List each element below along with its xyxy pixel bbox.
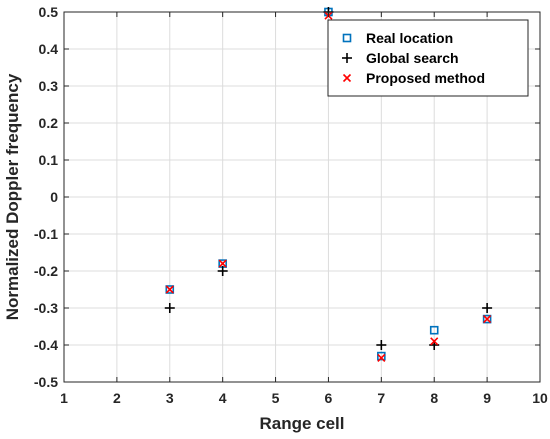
legend-label: Real location	[366, 30, 453, 46]
data-point	[218, 259, 227, 268]
legend-marker	[342, 53, 352, 63]
data-point	[164, 303, 175, 313]
legend-label: Proposed method	[366, 70, 485, 86]
data-point	[430, 337, 439, 346]
data-point	[165, 285, 175, 294]
x-tick-label: 1	[60, 390, 68, 406]
axes: 1 2 3 4 5 6 7 8 9 10 0.5 0.4 0.3 0.2 0.1 0 -0.1 -0.2 -0.3 -…	[34, 4, 548, 406]
legend-marker	[342, 33, 352, 43]
cross-b	[483, 315, 492, 324]
y-tick-label: 0.2	[39, 115, 59, 131]
legend: Real location Global search Proposed metho…	[327, 19, 529, 97]
cross-b	[218, 259, 227, 268]
legend-item: Proposed method	[342, 70, 485, 86]
legend-label: Global search	[366, 50, 459, 66]
cross-b	[165, 285, 174, 294]
data-point	[377, 351, 386, 361]
legend-box	[327, 19, 529, 97]
data-point	[217, 266, 228, 276]
y-tick-label: -0.3	[34, 300, 58, 316]
data-point	[376, 340, 387, 350]
data-point	[377, 353, 386, 363]
x-tick-label: 4	[219, 390, 227, 406]
x-tick-label: 9	[483, 390, 491, 406]
x-tick-label: 3	[166, 390, 174, 406]
x-tick-label: 10	[532, 390, 548, 406]
x-tick-label: 6	[325, 390, 333, 406]
x-tick-label: 7	[377, 390, 385, 406]
data-point	[482, 303, 493, 313]
y-axis-title: Normalized Doppler frequency	[3, 73, 22, 320]
y-tick-label: 0.5	[39, 4, 59, 20]
x-tick-label: 2	[113, 390, 121, 406]
x-tick-label: 8	[430, 390, 438, 406]
x-axis-title: Range cell	[259, 414, 344, 433]
legend-item: Real location	[342, 30, 453, 46]
y-tick-label: -0.5	[34, 374, 58, 390]
y-tick-label: -0.4	[34, 337, 58, 353]
cross-b	[342, 73, 352, 83]
y-tick-label: 0.1	[39, 152, 59, 168]
data-point	[483, 315, 492, 324]
y-tick-label: 0.4	[39, 41, 59, 57]
data-point	[429, 325, 439, 335]
y-tick-label: 0.3	[39, 78, 59, 94]
y-tick-label: -0.1	[34, 226, 58, 242]
legend-marker	[342, 73, 352, 83]
cross-b	[377, 353, 386, 363]
cross-b	[430, 337, 439, 346]
data-point	[482, 314, 492, 324]
y-tick-label: -0.2	[34, 263, 58, 279]
legend-item: Global search	[342, 50, 459, 66]
data-point	[165, 285, 174, 294]
y-tick-label: 0	[50, 189, 58, 205]
x-tick-label: 5	[272, 390, 280, 406]
